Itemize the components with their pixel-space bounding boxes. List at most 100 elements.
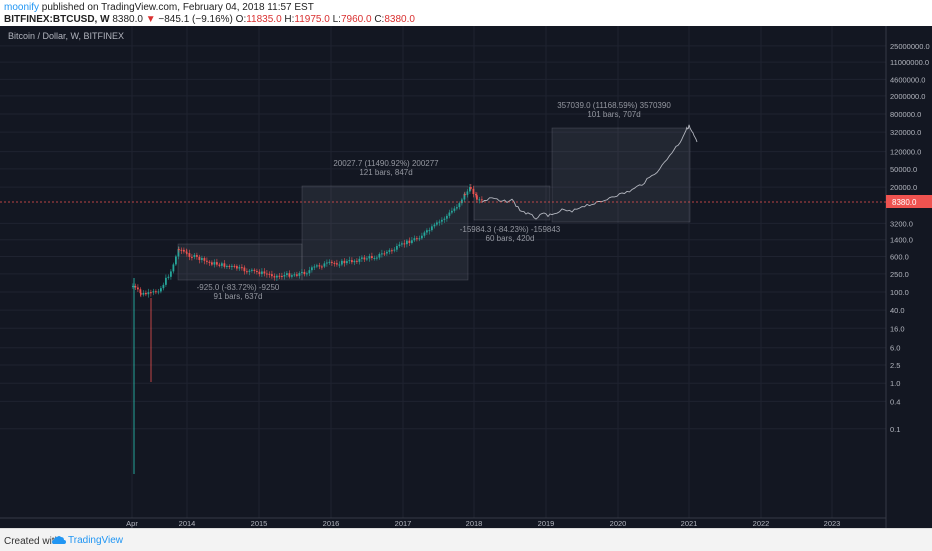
change-value: −845.1 (−9.16%)	[158, 14, 233, 25]
candle-body	[196, 255, 198, 257]
candle-body	[470, 187, 472, 189]
measure-label-1: -15984.3 (-84.23%) -159843	[460, 225, 561, 234]
candle-body	[188, 253, 191, 257]
x-tick-label: 2021	[681, 519, 698, 528]
candle-body	[286, 273, 288, 276]
y-tick-label: 25000000.0	[890, 42, 930, 51]
candle-body	[413, 238, 416, 241]
candle-body	[291, 275, 293, 277]
candle-body	[243, 267, 246, 272]
candle-body	[448, 212, 451, 216]
y-tick-label: 2.5	[890, 361, 900, 370]
x-tick-label: 2017	[395, 519, 412, 528]
candle-body	[318, 265, 321, 267]
measurement-boxes	[177, 127, 691, 281]
candle-body	[398, 244, 401, 247]
candle-body	[218, 264, 221, 266]
candle-body	[134, 285, 137, 288]
candle-body	[386, 251, 388, 254]
candle-body	[223, 263, 226, 267]
measure-box[interactable]	[473, 185, 551, 221]
candle-body	[231, 265, 233, 267]
y-tick-label: 0.4	[890, 397, 900, 406]
candle-body	[451, 210, 453, 213]
y-tick-label: 80000000.0	[890, 26, 930, 28]
candle-body	[211, 262, 213, 265]
candle-body	[236, 266, 238, 269]
candle-body	[396, 246, 398, 250]
candle-body	[248, 270, 251, 272]
candle-body	[293, 274, 296, 276]
x-tick-label: 2014	[179, 519, 196, 528]
candle-body	[343, 260, 346, 264]
chart-area[interactable]: Bitcoin / Dollar, W, BITFINEX 80000000.0…	[0, 19, 932, 528]
candle-body	[281, 275, 283, 277]
x-tick-label: 2020	[610, 519, 627, 528]
x-tick-label: 2022	[753, 519, 770, 528]
last-price-badge	[886, 195, 932, 208]
y-tick-label: 320000.0	[890, 128, 921, 137]
candle-body	[201, 258, 203, 260]
last-price-label: 8380.0	[892, 198, 917, 207]
close-value: 8380.0	[384, 14, 415, 25]
candle-body	[276, 275, 278, 278]
measure-label-1: -925.0 (-83.72%) -9250	[197, 283, 280, 292]
candle-body	[321, 266, 323, 268]
candle-body	[198, 256, 201, 260]
candle-body	[328, 261, 331, 263]
y-tick-label: 3200.0	[890, 219, 913, 228]
candle-body	[353, 260, 356, 263]
time-axis[interactable]: Apr 2014 2015 2016 2017 2018 2019 2020 2021 2022 2…	[126, 519, 840, 528]
candle-body	[172, 264, 175, 272]
y-tick-label: 600.0	[890, 253, 909, 262]
candle-body	[453, 208, 456, 211]
candle-body	[441, 219, 443, 222]
candle-body	[472, 188, 475, 195]
candle-body	[463, 193, 466, 200]
measure-box[interactable]	[551, 127, 691, 223]
candle-body	[338, 264, 341, 266]
candle-body	[241, 267, 243, 269]
x-tick-label: 2023	[824, 519, 841, 528]
measure-label-2: 121 bars, 847d	[359, 168, 412, 177]
candle-body	[388, 250, 391, 252]
candle-body	[213, 262, 216, 265]
candle-body	[438, 221, 441, 223]
candle-body	[251, 269, 253, 271]
candle-body	[466, 191, 469, 195]
candle-body	[147, 292, 150, 295]
y-tick-label: 4600000.0	[890, 75, 925, 84]
candle-body	[348, 260, 351, 262]
y-tick-label: 40.0	[890, 306, 905, 315]
candle-body	[418, 238, 421, 240]
measure-box[interactable]	[177, 243, 303, 281]
candle-body	[373, 257, 376, 259]
candle-body	[346, 261, 348, 264]
footer: Created with TradingView	[0, 528, 932, 551]
down-arrow-icon: ▼	[145, 14, 156, 25]
candle-body	[443, 218, 446, 220]
candle-body	[226, 265, 228, 267]
candle-body	[433, 224, 436, 227]
candle-body	[416, 238, 418, 240]
candle-body	[363, 257, 366, 260]
tradingview-cloud-icon	[52, 536, 66, 544]
candle-body	[341, 260, 343, 265]
candle-body	[458, 203, 461, 208]
candle-body	[333, 262, 336, 264]
price-chart[interactable]: Bitcoin / Dollar, W, BITFINEX 80000000.0…	[0, 19, 932, 528]
username-link[interactable]: moonify	[4, 2, 40, 13]
chart-title: Bitcoin / Dollar, W, BITFINEX	[8, 31, 124, 41]
tradingview-brand-link[interactable]: TradingView	[68, 535, 124, 546]
price-axis[interactable]: 80000000.0 25000000.0 11000000.0 4600000.0 2…	[890, 19, 930, 434]
open-value: 11835.0	[246, 14, 282, 25]
candle-body	[283, 275, 286, 277]
candle-body	[185, 251, 188, 253]
y-tick-label: 50000.0	[890, 165, 917, 174]
candle-body	[271, 274, 273, 277]
candle-body	[308, 270, 311, 274]
projection-line	[481, 124, 698, 220]
candle-body	[368, 256, 371, 259]
high-label: H:	[284, 14, 295, 25]
candle-body	[150, 292, 152, 294]
